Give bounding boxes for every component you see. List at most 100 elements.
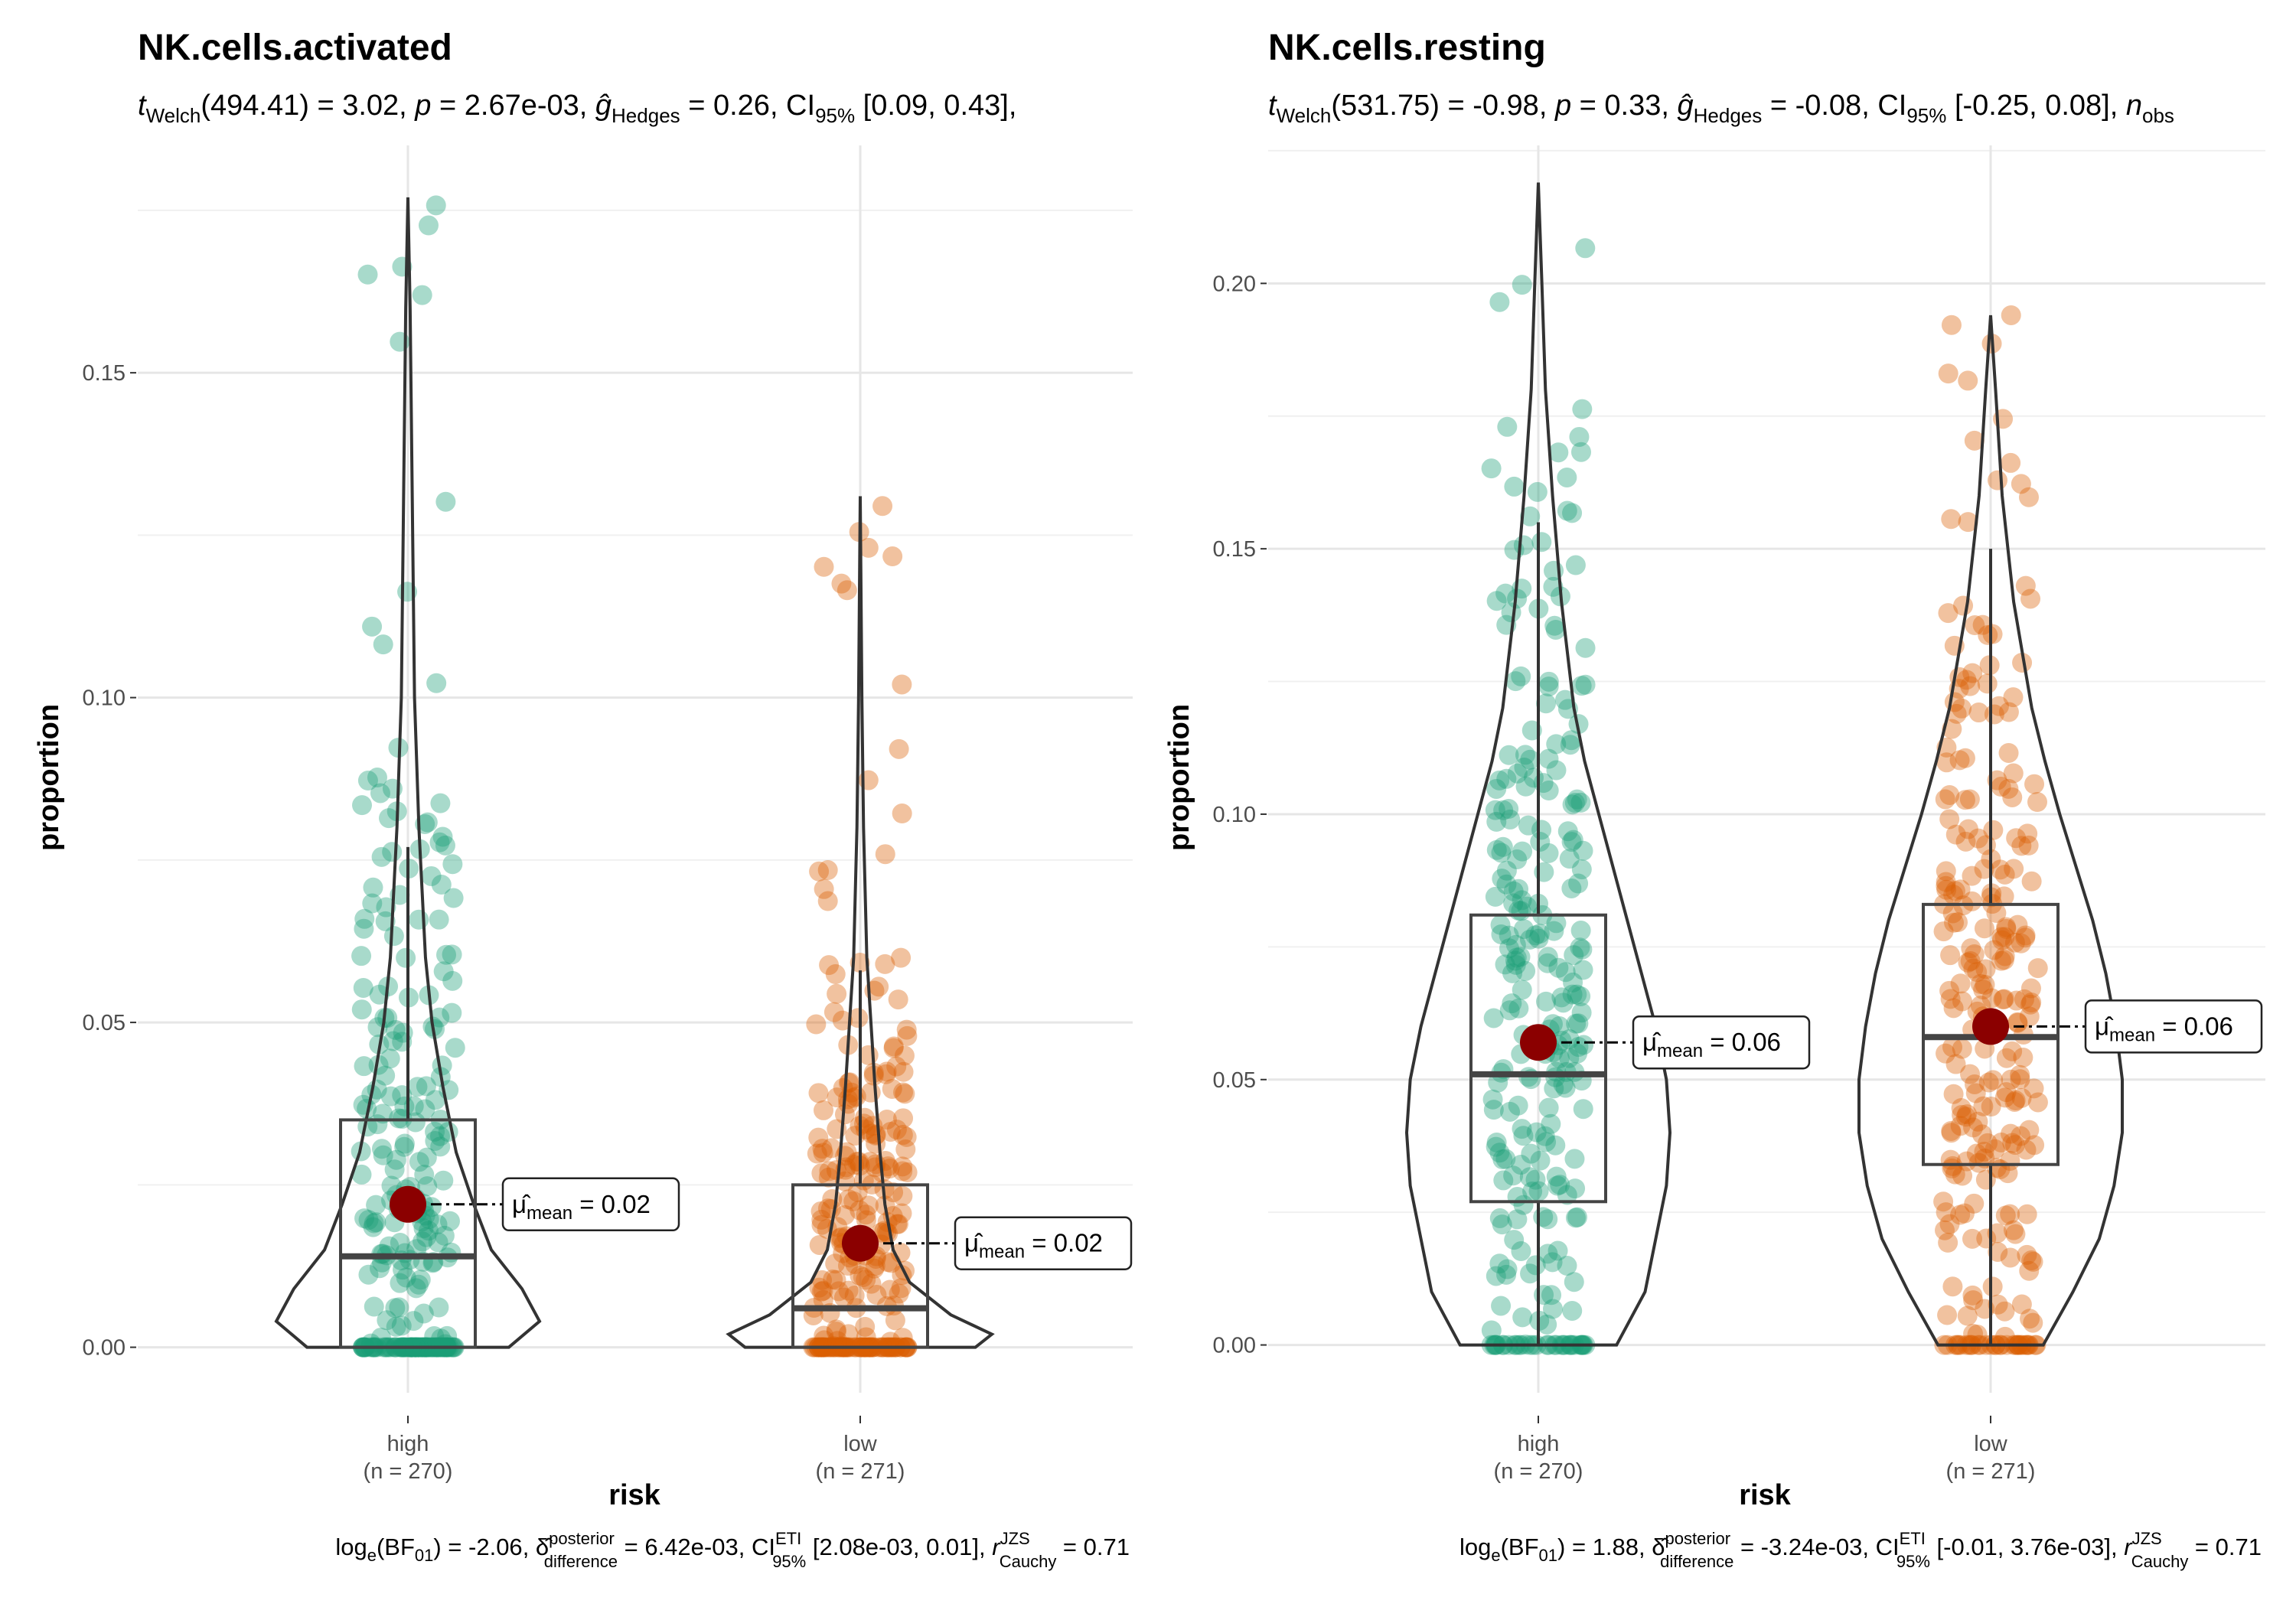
data-point — [370, 1258, 390, 1279]
data-point — [1996, 1082, 2017, 1103]
data-point — [1938, 603, 1958, 624]
data-point — [1994, 886, 2014, 907]
data-point — [1974, 1141, 1994, 1162]
data-point — [2004, 932, 2025, 953]
data-point — [826, 1270, 846, 1290]
data-point — [2015, 927, 2036, 948]
data-point — [1569, 426, 1590, 447]
data-point — [1572, 399, 1593, 419]
data-point — [368, 1054, 389, 1075]
data-point — [2012, 652, 2033, 673]
data-point — [1541, 1285, 1562, 1305]
data-point — [1508, 998, 1529, 1019]
data-point — [380, 1048, 400, 1069]
data-point — [426, 673, 447, 693]
data-point — [2024, 1135, 2045, 1156]
data-point — [2017, 1204, 2037, 1224]
data-point — [838, 1189, 859, 1210]
data-point — [811, 1163, 832, 1184]
data-point — [876, 1064, 896, 1084]
data-point — [855, 1316, 876, 1337]
data-point — [386, 1316, 406, 1337]
data-point — [850, 1200, 870, 1221]
violin-high — [274, 197, 542, 1349]
data-point — [1973, 1096, 1994, 1116]
panel-caption: loge(BF01) = -2.06, δ̂posterior differenc… — [335, 1529, 1130, 1571]
data-point — [1975, 835, 1996, 856]
data-point — [1534, 1126, 1555, 1146]
data-point — [883, 1038, 904, 1058]
data-points-high — [351, 195, 465, 1358]
data-point — [1557, 500, 1577, 521]
data-point — [1571, 1002, 1592, 1023]
data-point — [826, 1322, 846, 1342]
data-point — [1996, 1048, 2017, 1068]
data-point — [844, 1285, 865, 1305]
data-point — [1536, 693, 1557, 714]
data-point — [1538, 748, 1559, 769]
data-point — [1486, 811, 1507, 832]
data-point — [2011, 474, 2031, 494]
data-point — [1564, 1272, 1584, 1292]
data-point — [1512, 890, 1532, 911]
data-point — [1988, 1294, 2008, 1315]
data-point — [1996, 918, 2017, 939]
data-point — [442, 854, 463, 875]
data-point — [2018, 487, 2039, 507]
data-point — [431, 874, 452, 895]
data-point — [843, 1191, 864, 1211]
data-point — [1564, 1149, 1585, 1169]
data-point — [1565, 555, 1586, 575]
data-point — [1481, 1320, 1502, 1341]
data-points-low — [1933, 305, 2048, 1355]
data-point — [892, 1328, 913, 1348]
data-point — [377, 1310, 397, 1331]
data-point — [888, 1214, 908, 1234]
data-point — [385, 1298, 406, 1319]
data-point — [354, 1056, 374, 1077]
data-point — [1551, 1030, 1572, 1051]
data-point — [1961, 938, 1981, 959]
data-point — [1933, 921, 1954, 942]
data-point — [1943, 998, 1964, 1019]
data-point — [811, 1214, 832, 1235]
data-point — [406, 1278, 426, 1299]
data-point — [1529, 924, 1550, 944]
data-point — [1955, 1107, 1976, 1127]
data-point — [814, 1325, 834, 1346]
data-point — [2023, 1312, 2043, 1333]
data-point — [1512, 980, 1532, 1000]
data-point — [1499, 799, 1519, 820]
data-point — [1960, 951, 1981, 972]
data-point — [1503, 893, 1524, 914]
data-point — [1994, 989, 2014, 1009]
x-tick-n-label: (n = 271) — [1946, 1459, 2036, 1484]
data-point — [2004, 1135, 2025, 1156]
data-point — [1939, 809, 1960, 830]
data-point — [1964, 944, 1985, 965]
data-point — [1520, 506, 1541, 526]
panel-subtitle: tWelch(494.41) = 3.02, p = 2.67e-03, ĝHe… — [138, 90, 1016, 127]
data-point — [1515, 960, 1536, 981]
data-point — [1952, 1104, 1972, 1125]
data-point — [366, 1212, 386, 1233]
data-point — [1555, 1077, 1576, 1098]
data-point — [1970, 973, 1991, 994]
x-tick-n-label: (n = 271) — [816, 1459, 905, 1484]
data-point — [1486, 1266, 1506, 1286]
data-point — [875, 844, 895, 865]
data-point — [1967, 962, 1988, 983]
data-point — [443, 888, 464, 908]
data-point — [838, 1072, 859, 1093]
data-point — [1995, 1205, 2016, 1226]
data-point — [1956, 1151, 1977, 1172]
plot-area: 0.00 0.05 0.10 0.15 0.20 μ̂mean = 0.06 high (n … — [1213, 145, 2265, 1484]
data-point — [1515, 776, 1536, 797]
data-point — [2000, 1247, 2020, 1268]
data-point — [1955, 790, 1975, 810]
y-tick-label: 0.15 — [1213, 537, 1256, 562]
data-point — [427, 1214, 448, 1234]
data-point — [1546, 1166, 1567, 1187]
data-point — [416, 1076, 436, 1097]
data-point — [1557, 1255, 1577, 1276]
